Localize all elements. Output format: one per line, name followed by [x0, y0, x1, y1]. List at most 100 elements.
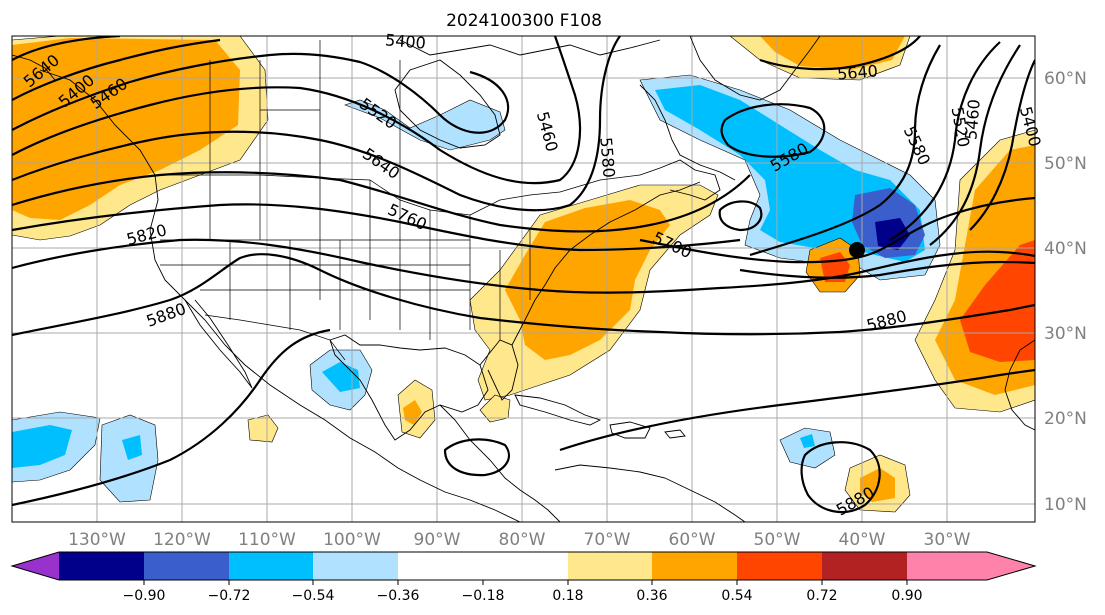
central-america-coastline — [439, 404, 561, 522]
anomaly-region-east-coast-core — [505, 200, 670, 360]
us-mexico-border — [204, 314, 346, 361]
lat-label: 50°N — [1044, 154, 1087, 174]
anomaly-region-pacific-mexico-core — [322, 362, 360, 392]
map-frame — [11, 35, 1036, 523]
contour-label: 5400 — [384, 30, 426, 52]
contour-5880-closed-caribbean — [443, 438, 510, 477]
gulf-coastline — [329, 334, 489, 441]
anomaly-region-labrador-max — [875, 218, 910, 250]
lat-label: 20°N — [1044, 409, 1087, 429]
lon-label: 50°W — [754, 530, 801, 550]
anomaly-region-northwest-core — [12, 38, 240, 220]
greenland-coastline — [689, 36, 821, 101]
contour-5640-east — [759, 36, 921, 71]
anomaly-region-central-pacific — [247, 414, 279, 443]
contour-5640-west — [12, 36, 621, 212]
latitude-labels: 60°N 50°N 40°N 30°N 20°N 10°N — [1044, 69, 1087, 515]
lon-label: 80°W — [499, 530, 546, 550]
hudson-bay-coastline — [394, 59, 501, 149]
lon-label: 130°W — [68, 530, 126, 550]
political-borders — [158, 40, 641, 361]
colorbar-outline — [10, 551, 1037, 581]
colorbar-segment — [59, 552, 144, 580]
contour-5400-east — [969, 59, 1035, 231]
contour-5460-west — [12, 38, 221, 101]
canada-province-borders — [209, 40, 401, 200]
arctic-islands-coastline — [399, 39, 661, 56]
lon-label: 110°W — [238, 530, 296, 550]
colorbar-segment — [229, 552, 313, 580]
contour-5880-south — [12, 328, 331, 507]
contour-5580-atlantic-closed — [720, 103, 826, 158]
contour-5760-atlantic — [739, 260, 1035, 279]
colorbar-segment — [568, 552, 652, 580]
contour-label: 5460 — [961, 98, 983, 140]
africa-coastline — [1004, 339, 1035, 431]
colorbar-tick-label: 0.72 — [806, 588, 837, 604]
cuba-coastline — [514, 394, 602, 426]
lat-label: 10°N — [1044, 495, 1087, 515]
contour-5880-atlantic — [559, 368, 1035, 452]
colorbar-segment — [313, 552, 398, 580]
lat-label: 40°N — [1044, 239, 1087, 259]
contour-5580-east — [749, 44, 941, 257]
colorbar-tick-label: −0.18 — [462, 588, 505, 604]
colorbar-tick-label: −0.36 — [377, 588, 420, 604]
lat-label: 30°N — [1044, 324, 1087, 344]
colorbar-segment — [822, 552, 907, 580]
contour-5640-atlantic-closed — [718, 200, 763, 232]
contour-5520-east — [889, 41, 1001, 241]
colorbar-tick-label: 0.54 — [721, 588, 752, 604]
contour-label: 5580 — [596, 136, 618, 178]
contour-label: 5640 — [836, 61, 878, 83]
anomaly-shading — [12, 36, 1035, 513]
anomaly-region-hudson — [344, 99, 506, 151]
anomaly-region-south-atlantic-blue-core — [800, 434, 815, 448]
contour-5880-west — [12, 253, 1035, 337]
anomaly-region-greenland-sea-core — [760, 36, 905, 70]
anomaly-region-far-west-pacific-core — [12, 425, 72, 468]
anomaly-region-caribbean-west — [479, 394, 511, 423]
contour-5580-west — [12, 36, 582, 185]
lon-label: 30°W — [924, 530, 971, 550]
contour-5760 — [12, 203, 741, 252]
colorbar-tick-label: 0.90 — [891, 588, 922, 604]
puerto-rico-coastline — [664, 429, 686, 439]
map-panel — [12, 36, 1035, 522]
contour-5820 — [12, 238, 1035, 294]
anomaly-region-south-atlantic-blue — [779, 427, 836, 469]
atlantic-coastline — [511, 181, 701, 346]
colorbar-segment — [398, 552, 568, 580]
map-title: 2024100300 F108 — [446, 11, 602, 31]
south-america-coastline — [554, 464, 746, 522]
maritimes-coastline — [639, 159, 721, 201]
anomaly-region-west-pacific-core — [122, 435, 142, 460]
lon-label: 90°W — [414, 530, 461, 550]
colorbar-tick-label: −0.72 — [208, 588, 251, 604]
colorbar-tick-label: −0.54 — [292, 588, 335, 604]
colorbar-segment — [144, 552, 229, 580]
baja-coastline — [184, 299, 253, 389]
colorbar-segment — [737, 552, 822, 580]
contour-5400-west — [12, 36, 121, 61]
lon-label: 70°W — [584, 530, 631, 550]
colorbar-segment — [652, 552, 737, 580]
anomaly-region-yucatan-core — [403, 400, 422, 425]
height-contours — [12, 36, 1035, 514]
longitude-labels: 130°W 120°W 110°W 100°W 90°W 80°W 70°W 6… — [68, 530, 971, 550]
colorbar-segment — [987, 552, 1035, 580]
contour-5700-west — [12, 171, 751, 233]
lon-label: 40°W — [839, 530, 886, 550]
contour-5460-east — [929, 44, 1021, 246]
lat-label: 60°N — [1044, 69, 1087, 89]
colorbar-segment — [907, 552, 987, 580]
coastlines — [12, 36, 1035, 522]
colorbar-ticks — [143, 580, 908, 585]
colorbar: −0.90 −0.72 −0.54 −0.36 −0.18 0.18 0.36 … — [10, 551, 1037, 604]
colorbar-tick-label: 0.18 — [552, 588, 583, 604]
florida-coastline — [479, 339, 519, 401]
anomaly-region-east-atlantic-strong — [960, 240, 1035, 362]
alaska-coastline — [12, 54, 56, 81]
storm-center-marker — [849, 242, 865, 258]
